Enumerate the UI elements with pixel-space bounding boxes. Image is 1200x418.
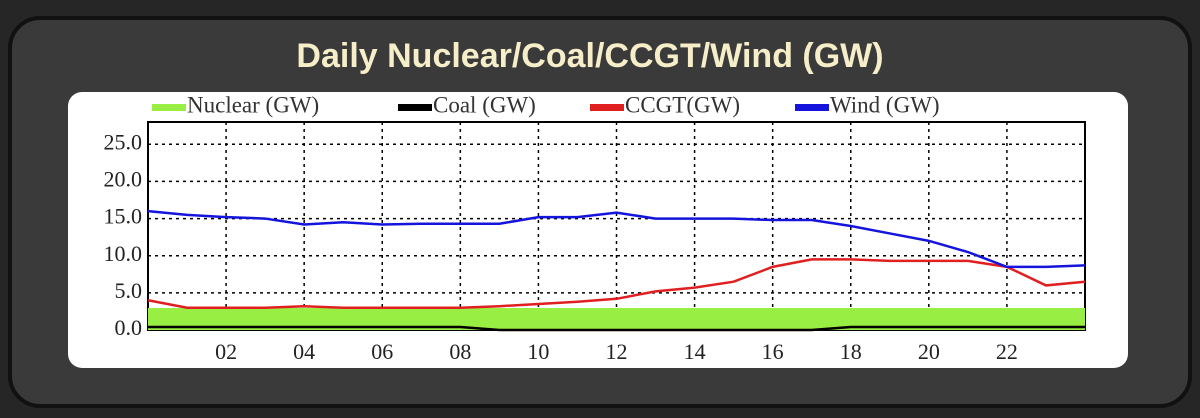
chart-title: Daily Nuclear/Coal/CCGT/Wind (GW) bbox=[296, 37, 883, 75]
plot-card bbox=[68, 92, 1128, 368]
x-tick-label: 14 bbox=[684, 339, 706, 364]
y-tick-label: 10.0 bbox=[104, 241, 143, 266]
legend-label: Coal (GW) bbox=[433, 92, 536, 117]
y-tick-label: 20.0 bbox=[104, 166, 143, 191]
legend-swatch bbox=[398, 104, 432, 111]
x-tick-label: 06 bbox=[371, 339, 393, 364]
y-tick-label: 25.0 bbox=[104, 129, 143, 154]
y-tick-label: 0.0 bbox=[115, 315, 143, 340]
legend-label: Nuclear (GW) bbox=[187, 92, 319, 117]
x-tick-label: 18 bbox=[840, 339, 862, 364]
x-tick-label: 12 bbox=[606, 339, 628, 364]
y-tick-label: 5.0 bbox=[115, 278, 143, 303]
y-tick-label: 15.0 bbox=[104, 204, 143, 229]
legend-swatch bbox=[152, 104, 186, 111]
legend-swatch bbox=[590, 104, 624, 111]
series-line bbox=[147, 258, 1086, 309]
series-line bbox=[147, 209, 1086, 269]
legend-label: Wind (GW) bbox=[830, 92, 940, 117]
series-line bbox=[148, 325, 1085, 332]
x-tick-label: 10 bbox=[527, 339, 549, 364]
x-tick-label: 16 bbox=[762, 339, 784, 364]
legend-label: CCGT(GW) bbox=[625, 92, 740, 117]
x-tick-label: 22 bbox=[996, 339, 1018, 364]
area-fill bbox=[148, 309, 1085, 330]
x-tick-label: 04 bbox=[293, 339, 315, 364]
legend-swatch bbox=[795, 104, 829, 111]
x-tick-label: 02 bbox=[215, 339, 237, 364]
x-tick-label: 20 bbox=[918, 339, 940, 364]
x-tick-label: 08 bbox=[449, 339, 471, 364]
